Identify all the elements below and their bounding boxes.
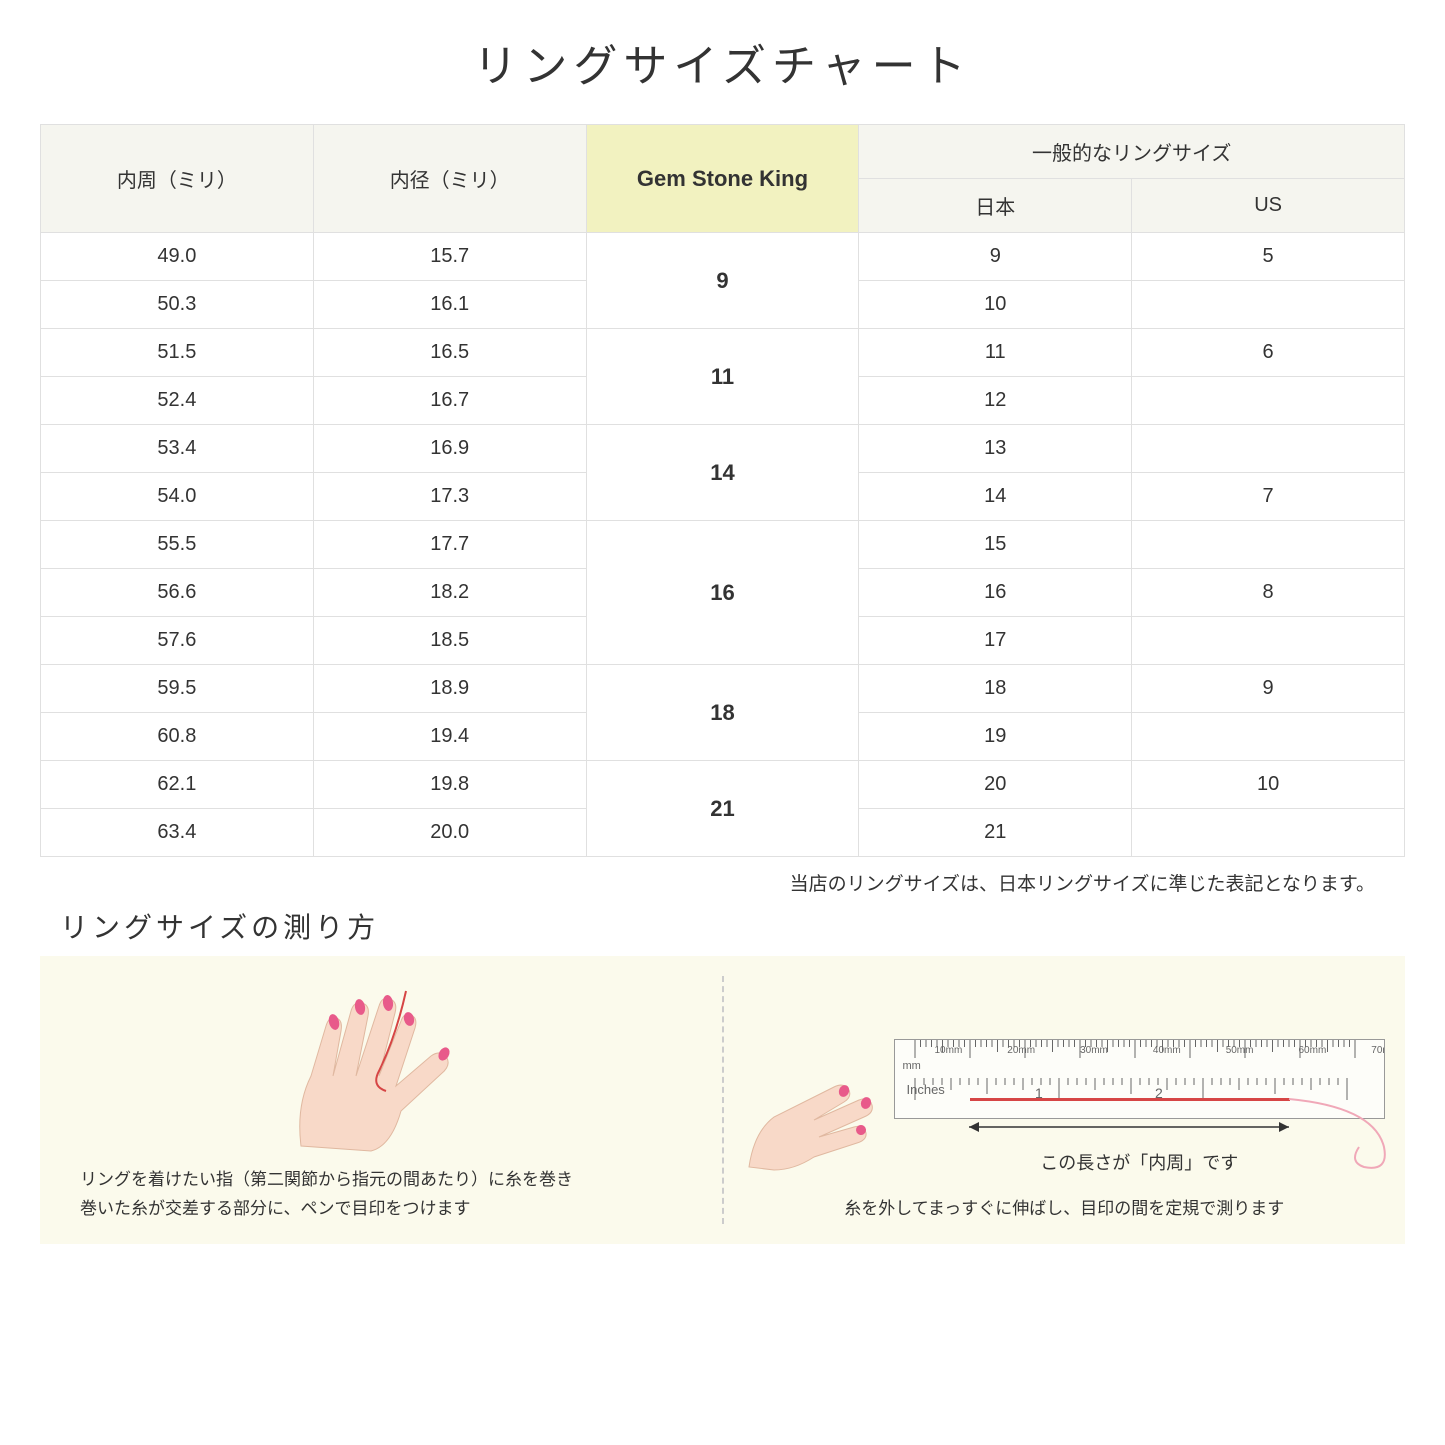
cell-japan: 13 [859, 425, 1132, 473]
col-gsk: Gem Stone King [586, 125, 859, 233]
cell-diameter: 19.8 [313, 761, 586, 809]
cell-japan: 15 [859, 521, 1132, 569]
cell-diameter: 16.1 [313, 281, 586, 329]
cell-japan: 11 [859, 329, 1132, 377]
cell-japan: 9 [859, 233, 1132, 281]
cell-us [1132, 617, 1405, 665]
cell-us [1132, 809, 1405, 857]
cell-diameter: 18.5 [313, 617, 586, 665]
instructions-panel: リングを着けたい指（第二関節から指元の間あたり）に糸を巻き 巻いた糸が交差する部… [40, 956, 1405, 1244]
cell-japan: 21 [859, 809, 1132, 857]
cell-circumference: 62.1 [41, 761, 314, 809]
table-note: 当店のリングサイズは、日本リングサイズに準じた表記となります。 [40, 869, 1405, 896]
cell-diameter: 20.0 [313, 809, 586, 857]
cell-circumference: 57.6 [41, 617, 314, 665]
size-chart-table: 内周（ミリ） 内径（ミリ） Gem Stone King 一般的なリングサイズ … [40, 124, 1405, 857]
cell-us [1132, 377, 1405, 425]
cell-gsk: 9 [586, 233, 859, 329]
cell-diameter: 18.2 [313, 569, 586, 617]
table-row: 55.517.71615 [41, 521, 1405, 569]
cell-gsk: 21 [586, 761, 859, 857]
panel-divider [722, 976, 724, 1224]
cell-japan: 14 [859, 473, 1132, 521]
cell-circumference: 59.5 [41, 665, 314, 713]
page-title: リングサイズチャート [40, 30, 1405, 94]
cell-diameter: 19.4 [313, 713, 586, 761]
cell-circumference: 53.4 [41, 425, 314, 473]
cell-gsk: 14 [586, 425, 859, 521]
instruction-1-text: リングを着けたい指（第二関節から指元の間あたり）に糸を巻き 巻いた糸が交差する部… [60, 1166, 702, 1224]
cell-diameter: 18.9 [313, 665, 586, 713]
cell-us: 9 [1132, 665, 1405, 713]
cell-gsk: 18 [586, 665, 859, 761]
cell-diameter: 16.9 [313, 425, 586, 473]
cell-us: 8 [1132, 569, 1405, 617]
cell-circumference: 63.4 [41, 809, 314, 857]
cell-circumference: 51.5 [41, 329, 314, 377]
cell-circumference: 56.6 [41, 569, 314, 617]
cell-gsk: 16 [586, 521, 859, 665]
cell-diameter: 17.3 [313, 473, 586, 521]
cell-circumference: 52.4 [41, 377, 314, 425]
table-row: 62.119.8212010 [41, 761, 1405, 809]
col-us: US [1132, 179, 1405, 233]
ruler-illustration: 10mm20mm30mm40mm50mm60mm70mm mm Inches 1… [894, 1039, 1386, 1175]
instructions-title: リングサイズの測り方 [60, 906, 1405, 946]
cell-japan: 18 [859, 665, 1132, 713]
col-general: 一般的なリングサイズ [859, 125, 1405, 179]
cell-us: 10 [1132, 761, 1405, 809]
cell-circumference: 60.8 [41, 713, 314, 761]
cell-japan: 20 [859, 761, 1132, 809]
cell-japan: 17 [859, 617, 1132, 665]
cell-us [1132, 713, 1405, 761]
cell-us [1132, 521, 1405, 569]
cell-us [1132, 425, 1405, 473]
cell-us: 6 [1132, 329, 1405, 377]
hand-illustration-2 [744, 1042, 884, 1172]
cell-us: 5 [1132, 233, 1405, 281]
cell-circumference: 50.3 [41, 281, 314, 329]
instruction-step-1: リングを着けたい指（第二関節から指元の間あたり）に糸を巻き 巻いた糸が交差する部… [60, 976, 702, 1224]
hand-illustration-1 [251, 976, 511, 1156]
table-row: 59.518.918189 [41, 665, 1405, 713]
cell-diameter: 15.7 [313, 233, 586, 281]
col-circumference: 内周（ミリ） [41, 125, 314, 233]
cell-japan: 16 [859, 569, 1132, 617]
col-diameter: 内径（ミリ） [313, 125, 586, 233]
cell-us: 7 [1132, 473, 1405, 521]
instruction-step-2: 10mm20mm30mm40mm50mm60mm70mm mm Inches 1… [744, 984, 1386, 1224]
table-row: 51.516.511116 [41, 329, 1405, 377]
cell-diameter: 16.5 [313, 329, 586, 377]
cell-japan: 10 [859, 281, 1132, 329]
instruction-2-text: 糸を外してまっすぐに伸ばし、目印の間を定規で測ります [744, 1195, 1386, 1224]
cell-japan: 12 [859, 377, 1132, 425]
col-japan: 日本 [859, 179, 1132, 233]
table-row: 53.416.91413 [41, 425, 1405, 473]
cell-gsk: 11 [586, 329, 859, 425]
cell-diameter: 17.7 [313, 521, 586, 569]
cell-japan: 19 [859, 713, 1132, 761]
cell-us [1132, 281, 1405, 329]
cell-circumference: 55.5 [41, 521, 314, 569]
cell-circumference: 54.0 [41, 473, 314, 521]
table-row: 49.015.7995 [41, 233, 1405, 281]
cell-diameter: 16.7 [313, 377, 586, 425]
cell-circumference: 49.0 [41, 233, 314, 281]
